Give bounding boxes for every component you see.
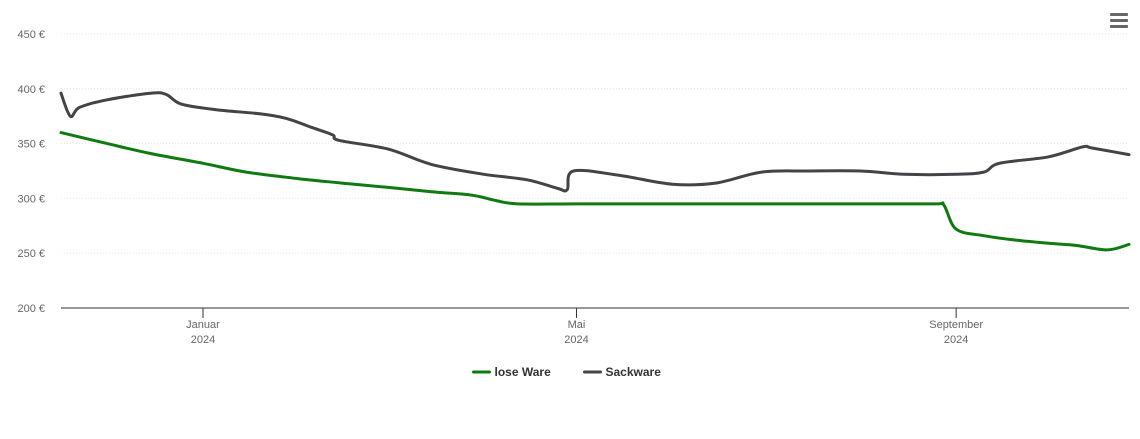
legend-label-sackware: Sackware (606, 365, 662, 379)
x-tick-label-month: Januar (186, 319, 220, 331)
legend-label-lose-ware: lose Ware (495, 365, 552, 379)
x-tick-label-month: Mai (568, 319, 586, 331)
y-tick-label: 250 € (17, 248, 45, 260)
menu-bar (1110, 19, 1128, 22)
x-tick-label-month: September (929, 319, 983, 331)
hamburger-menu-icon[interactable] (1106, 10, 1132, 34)
x-tick-label-year: 2024 (191, 334, 215, 346)
y-tick-label: 200 € (17, 303, 45, 315)
y-tick-label: 300 € (17, 193, 45, 205)
y-tick-label: 350 € (17, 139, 45, 151)
y-tick-label: 450 € (17, 29, 45, 41)
x-tick-label-year: 2024 (564, 334, 588, 346)
y-tick-label: 400 € (17, 84, 45, 96)
menu-bar (1110, 25, 1128, 28)
series-line-sackware (59, 91, 1131, 193)
x-tick-label-year: 2024 (944, 334, 968, 346)
menu-bar (1110, 13, 1128, 16)
series-line-lose-ware (59, 131, 1131, 252)
